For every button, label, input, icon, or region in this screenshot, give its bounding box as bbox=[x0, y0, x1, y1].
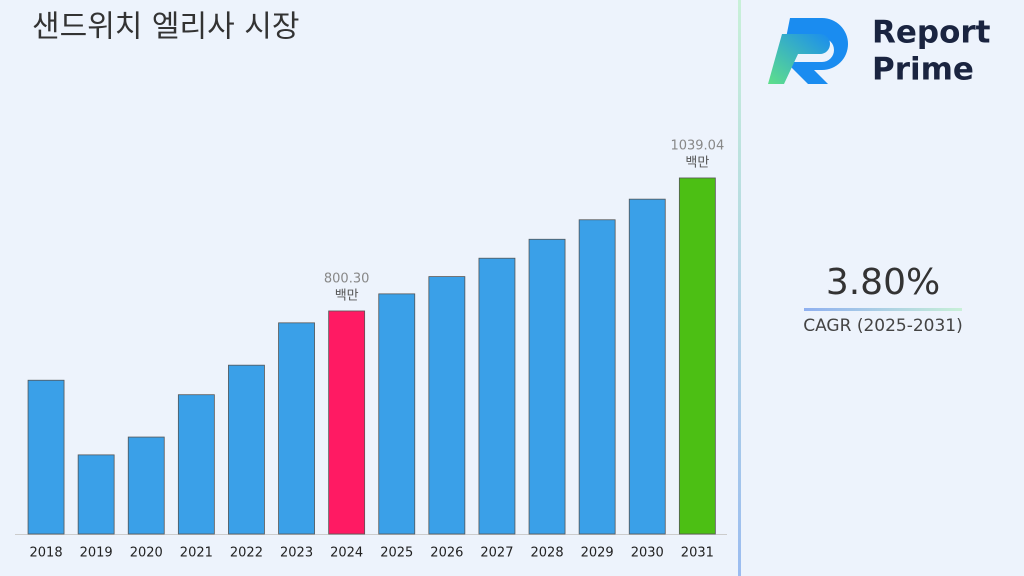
x-tick-label: 2019 bbox=[80, 546, 113, 561]
x-tick-label: 2028 bbox=[531, 546, 564, 561]
data-label-unit: 백만 bbox=[685, 155, 709, 170]
data-label: 800.30 bbox=[324, 271, 370, 286]
x-tick-label: 2021 bbox=[180, 546, 213, 561]
x-tick-label: 2030 bbox=[631, 546, 664, 561]
bar bbox=[678, 177, 716, 535]
x-tick-label: 2025 bbox=[380, 546, 413, 561]
bar bbox=[127, 436, 165, 535]
chart-title: 샌드위치 엘리사 시장 bbox=[32, 10, 299, 45]
x-tick-label: 2022 bbox=[230, 546, 263, 561]
bar bbox=[628, 198, 666, 535]
bar bbox=[278, 322, 315, 535]
bar bbox=[378, 293, 416, 535]
x-tick-label: 2027 bbox=[480, 546, 513, 561]
logo-text: Prime bbox=[872, 52, 974, 88]
bar bbox=[428, 276, 466, 535]
bar bbox=[328, 310, 366, 535]
data-label-unit: 백만 bbox=[335, 288, 359, 303]
divider bbox=[738, 0, 741, 576]
x-tick-label: 2029 bbox=[581, 546, 614, 561]
x-tick-label: 2023 bbox=[280, 546, 313, 561]
data-label: 1039.04 bbox=[670, 138, 724, 153]
bar bbox=[177, 394, 215, 535]
x-tick-label: 2026 bbox=[430, 546, 463, 561]
x-tick-label: 2020 bbox=[130, 546, 163, 561]
bar bbox=[478, 257, 516, 535]
bar bbox=[77, 454, 115, 535]
logo-text: Report bbox=[872, 15, 991, 51]
logo: Report Prime bbox=[768, 15, 991, 88]
x-tick-label: 2031 bbox=[681, 546, 714, 561]
cagr-underline bbox=[804, 308, 962, 311]
cagr-label: CAGR (2025-2031) bbox=[803, 316, 963, 336]
x-tick-label: 2024 bbox=[330, 546, 363, 561]
bar bbox=[578, 219, 616, 535]
bar bbox=[528, 238, 566, 535]
x-tick-label: 2018 bbox=[30, 546, 63, 561]
cagr-value: 3.80% bbox=[826, 262, 940, 303]
bar bbox=[228, 364, 265, 535]
logo-icon-accent bbox=[768, 34, 830, 84]
bar bbox=[27, 379, 65, 535]
